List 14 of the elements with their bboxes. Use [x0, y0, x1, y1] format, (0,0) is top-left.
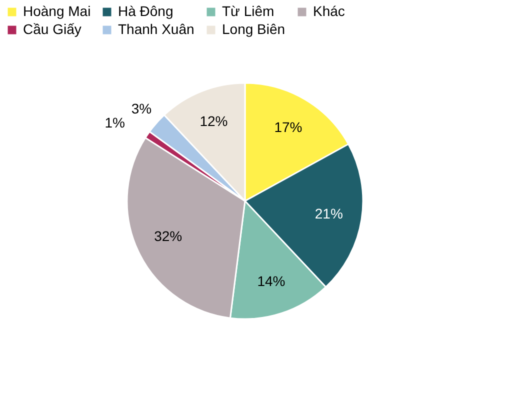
legend-label: Long Biên [222, 21, 286, 37]
legend-label: Từ Liêm [222, 3, 274, 19]
data-label: 1% [104, 114, 125, 130]
legend-label: Thanh Xuân [118, 21, 194, 37]
data-label: 14% [257, 272, 286, 289]
legend-label: Hà Đông [118, 3, 174, 19]
data-label: 32% [154, 228, 182, 244]
data-label: 17% [274, 118, 302, 135]
data-label: 21% [314, 205, 343, 222]
legend-label: Cầu Giấy [23, 21, 82, 37]
data-label: 3% [131, 100, 152, 117]
data-label: 12% [200, 113, 228, 130]
legend-label: Hoàng Mai [23, 3, 91, 19]
legend-label: Khác [313, 3, 345, 19]
